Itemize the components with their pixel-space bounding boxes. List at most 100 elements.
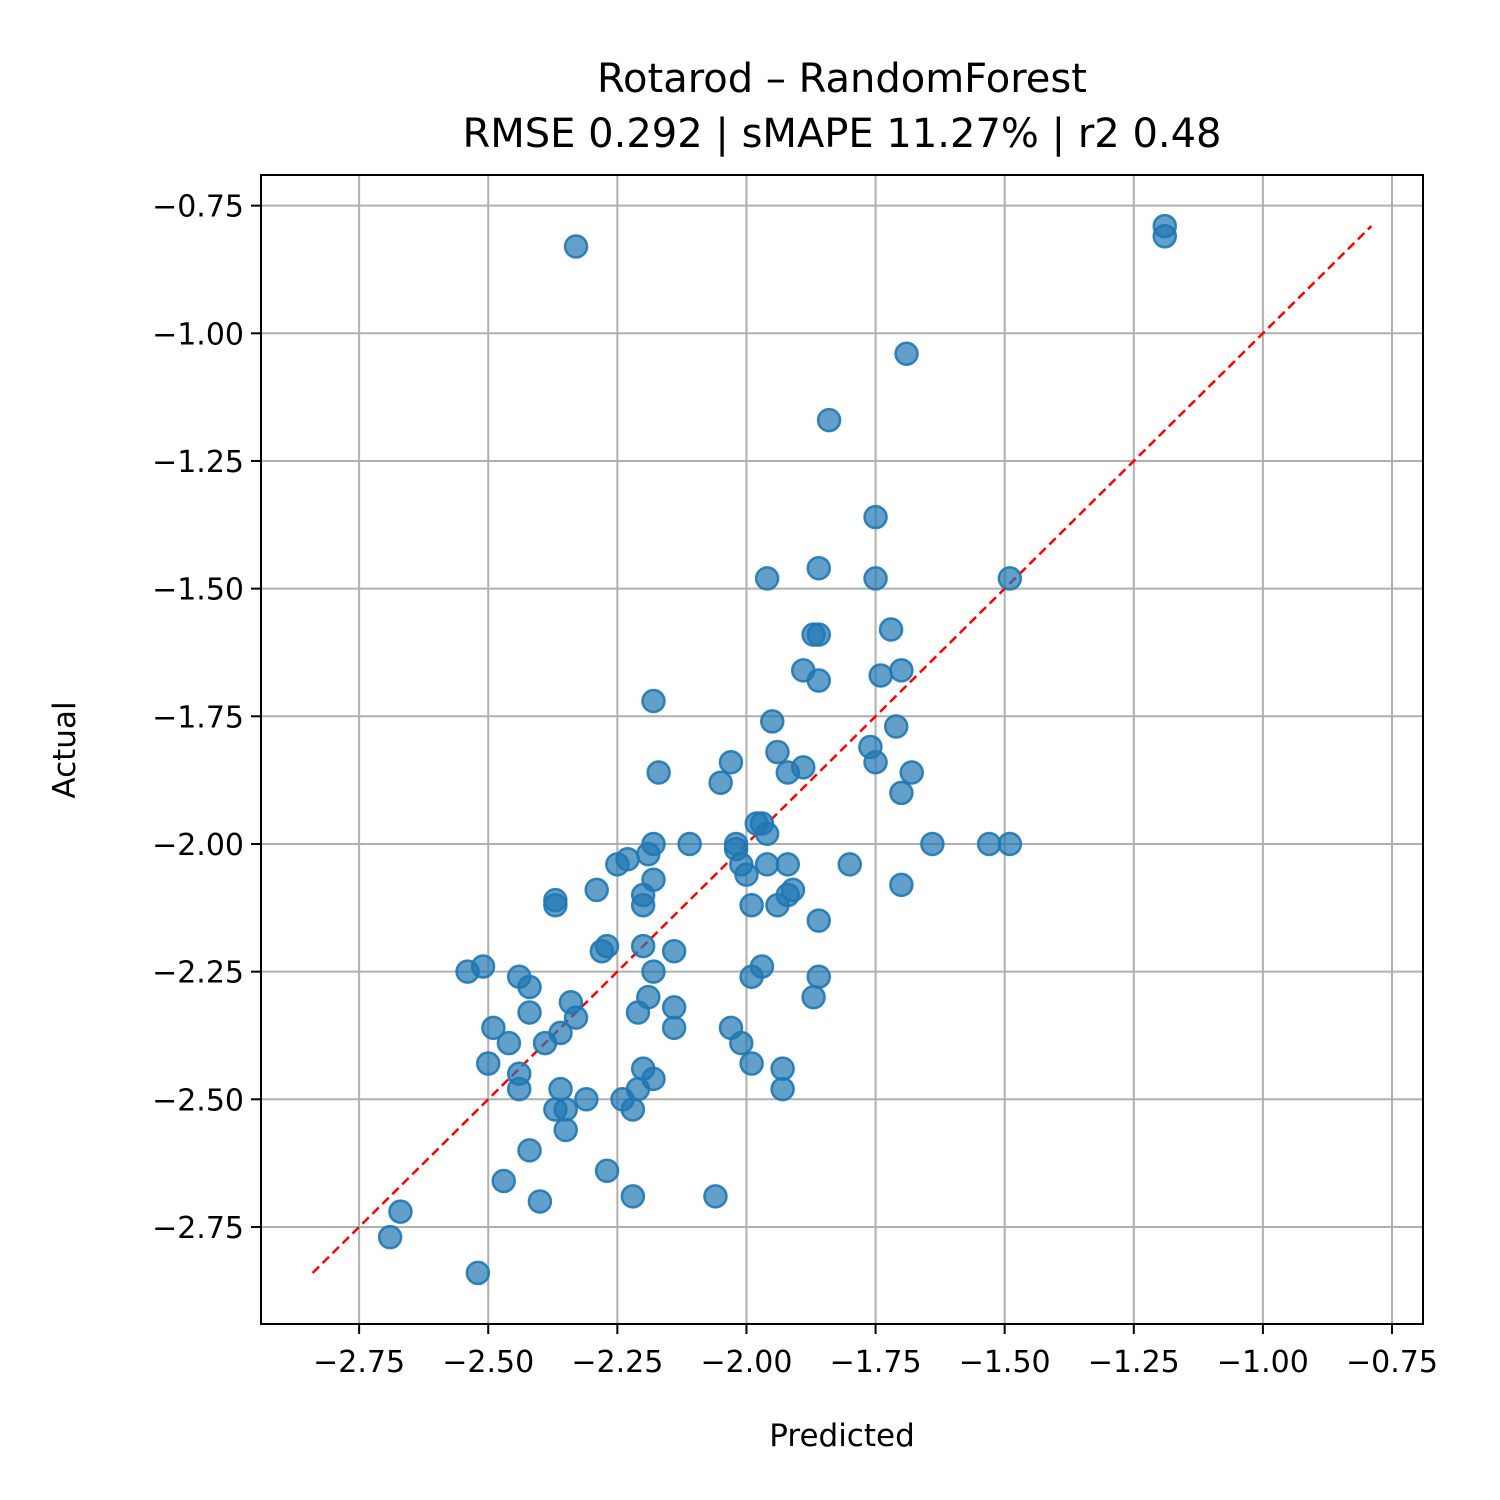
data-point-55 bbox=[543, 893, 568, 918]
data-point-92 bbox=[506, 1076, 532, 1102]
data-point-42 bbox=[605, 852, 630, 877]
data-point-13 bbox=[889, 658, 914, 683]
data-point-106 bbox=[703, 1184, 728, 1209]
y-tick-label: −1.50 bbox=[152, 573, 244, 608]
plot-frame bbox=[260, 174, 1424, 1325]
data-point-10 bbox=[878, 617, 904, 642]
data-point-78 bbox=[563, 1005, 589, 1030]
data-point-70 bbox=[749, 954, 775, 979]
y-tick-label: −2.00 bbox=[152, 828, 244, 863]
data-point-81 bbox=[661, 1015, 687, 1041]
data-point-79 bbox=[481, 1015, 506, 1041]
x-tick-label: −1.25 bbox=[1088, 1345, 1180, 1380]
data-point-37 bbox=[976, 831, 1002, 857]
data-point-32 bbox=[754, 821, 780, 847]
data-point-95 bbox=[770, 1076, 795, 1102]
data-point-62 bbox=[630, 933, 656, 959]
data-point-27 bbox=[899, 760, 924, 785]
x-axis-label: Predicted bbox=[769, 1418, 915, 1454]
data-point-61 bbox=[589, 938, 615, 964]
data-point-90 bbox=[770, 1056, 795, 1081]
data-point-38 bbox=[997, 831, 1023, 857]
x-tick-label: −1.00 bbox=[1217, 1345, 1309, 1380]
data-point-46 bbox=[734, 862, 759, 887]
data-point-101 bbox=[553, 1117, 578, 1143]
x-axis-ticks: −2.75 −2.50 −2.25 −2.00 −1.75 −1.50 −1.25 −1.00… bbox=[313, 1324, 1438, 1380]
data-point-58 bbox=[765, 893, 790, 918]
data-point-63 bbox=[661, 938, 687, 964]
data-point-33 bbox=[677, 831, 702, 857]
data-point-2 bbox=[1152, 224, 1178, 249]
y-tick-label: −0.75 bbox=[152, 190, 244, 225]
y-tick-label: −1.25 bbox=[152, 445, 244, 480]
data-point-86 bbox=[475, 1051, 501, 1076]
data-point-93 bbox=[548, 1076, 573, 1102]
chart-title-line-1: Rotarod – RandomForest bbox=[597, 56, 1087, 102]
data-point-110 bbox=[465, 1260, 491, 1286]
identity-reference-line bbox=[311, 225, 1373, 1274]
data-point-56 bbox=[630, 893, 656, 918]
data-point-75 bbox=[517, 1000, 542, 1025]
y-tick-label: −1.75 bbox=[152, 700, 244, 735]
data-point-44 bbox=[754, 852, 780, 877]
data-point-8 bbox=[754, 566, 780, 591]
data-point-45 bbox=[775, 852, 801, 877]
data-point-14 bbox=[868, 663, 893, 688]
data-point-25 bbox=[718, 750, 744, 775]
data-point-99 bbox=[553, 1097, 578, 1122]
data-point-108 bbox=[388, 1199, 413, 1224]
data-point-76 bbox=[625, 1000, 651, 1025]
data-point-18 bbox=[760, 709, 785, 734]
data-point-57 bbox=[739, 893, 764, 918]
data-point-0 bbox=[563, 234, 589, 259]
data-point-104 bbox=[491, 1168, 516, 1194]
y-tick-label: −2.25 bbox=[152, 956, 244, 991]
data-point-36 bbox=[920, 831, 945, 857]
data-point-6 bbox=[863, 566, 888, 591]
data-point-20 bbox=[765, 739, 790, 765]
data-point-96 bbox=[574, 1087, 599, 1112]
data-point-5 bbox=[863, 504, 888, 530]
y-axis-label: Actual bbox=[47, 701, 83, 798]
data-point-40 bbox=[636, 841, 661, 867]
x-tick-label: −1.50 bbox=[959, 1345, 1051, 1380]
data-point-109 bbox=[377, 1224, 403, 1250]
x-tick-label: −1.75 bbox=[830, 1345, 922, 1380]
data-point-16 bbox=[806, 668, 832, 693]
data-point-77 bbox=[661, 995, 687, 1020]
data-point-85 bbox=[729, 1030, 754, 1056]
data-point-28 bbox=[708, 770, 733, 795]
y-tick-label: −2.50 bbox=[152, 1083, 244, 1118]
data-point-24 bbox=[775, 760, 801, 785]
reference-line-group bbox=[311, 225, 1373, 1274]
x-tick-label: −2.00 bbox=[700, 1345, 792, 1380]
grid bbox=[261, 175, 1423, 1324]
data-point-12 bbox=[801, 622, 826, 647]
data-point-48 bbox=[889, 872, 914, 898]
data-point-50 bbox=[584, 877, 609, 903]
x-tick-label: −2.25 bbox=[571, 1345, 663, 1380]
data-point-4 bbox=[816, 407, 842, 433]
data-point-100 bbox=[620, 1097, 646, 1122]
data-point-107 bbox=[527, 1189, 553, 1214]
data-point-103 bbox=[594, 1158, 620, 1184]
data-point-17 bbox=[641, 688, 666, 714]
data-point-71 bbox=[806, 964, 832, 989]
data-point-3 bbox=[894, 341, 919, 366]
data-point-29 bbox=[889, 780, 914, 806]
chart-title: Rotarod – RandomForest RMSE 0.292 | sMAP… bbox=[462, 56, 1221, 157]
data-point-59 bbox=[806, 908, 832, 933]
data-point-105 bbox=[620, 1184, 646, 1209]
data-point-83 bbox=[496, 1030, 522, 1056]
y-axis-ticks: −0.75 −1.00 −1.25 −1.50 −1.75 −2.00 −2.25 −2.50… bbox=[152, 190, 261, 1246]
data-point-84 bbox=[532, 1030, 558, 1056]
x-tick-label: −2.50 bbox=[442, 1345, 534, 1380]
x-tick-label: −0.75 bbox=[1346, 1345, 1438, 1380]
data-point-73 bbox=[801, 984, 826, 1010]
chart-title-line-2: RMSE 0.292 | sMAPE 11.27% | r2 0.48 bbox=[462, 111, 1221, 157]
data-point-26 bbox=[646, 760, 671, 785]
data-point-22 bbox=[863, 750, 888, 775]
data-point-65 bbox=[470, 954, 496, 979]
data-point-47 bbox=[837, 852, 862, 877]
